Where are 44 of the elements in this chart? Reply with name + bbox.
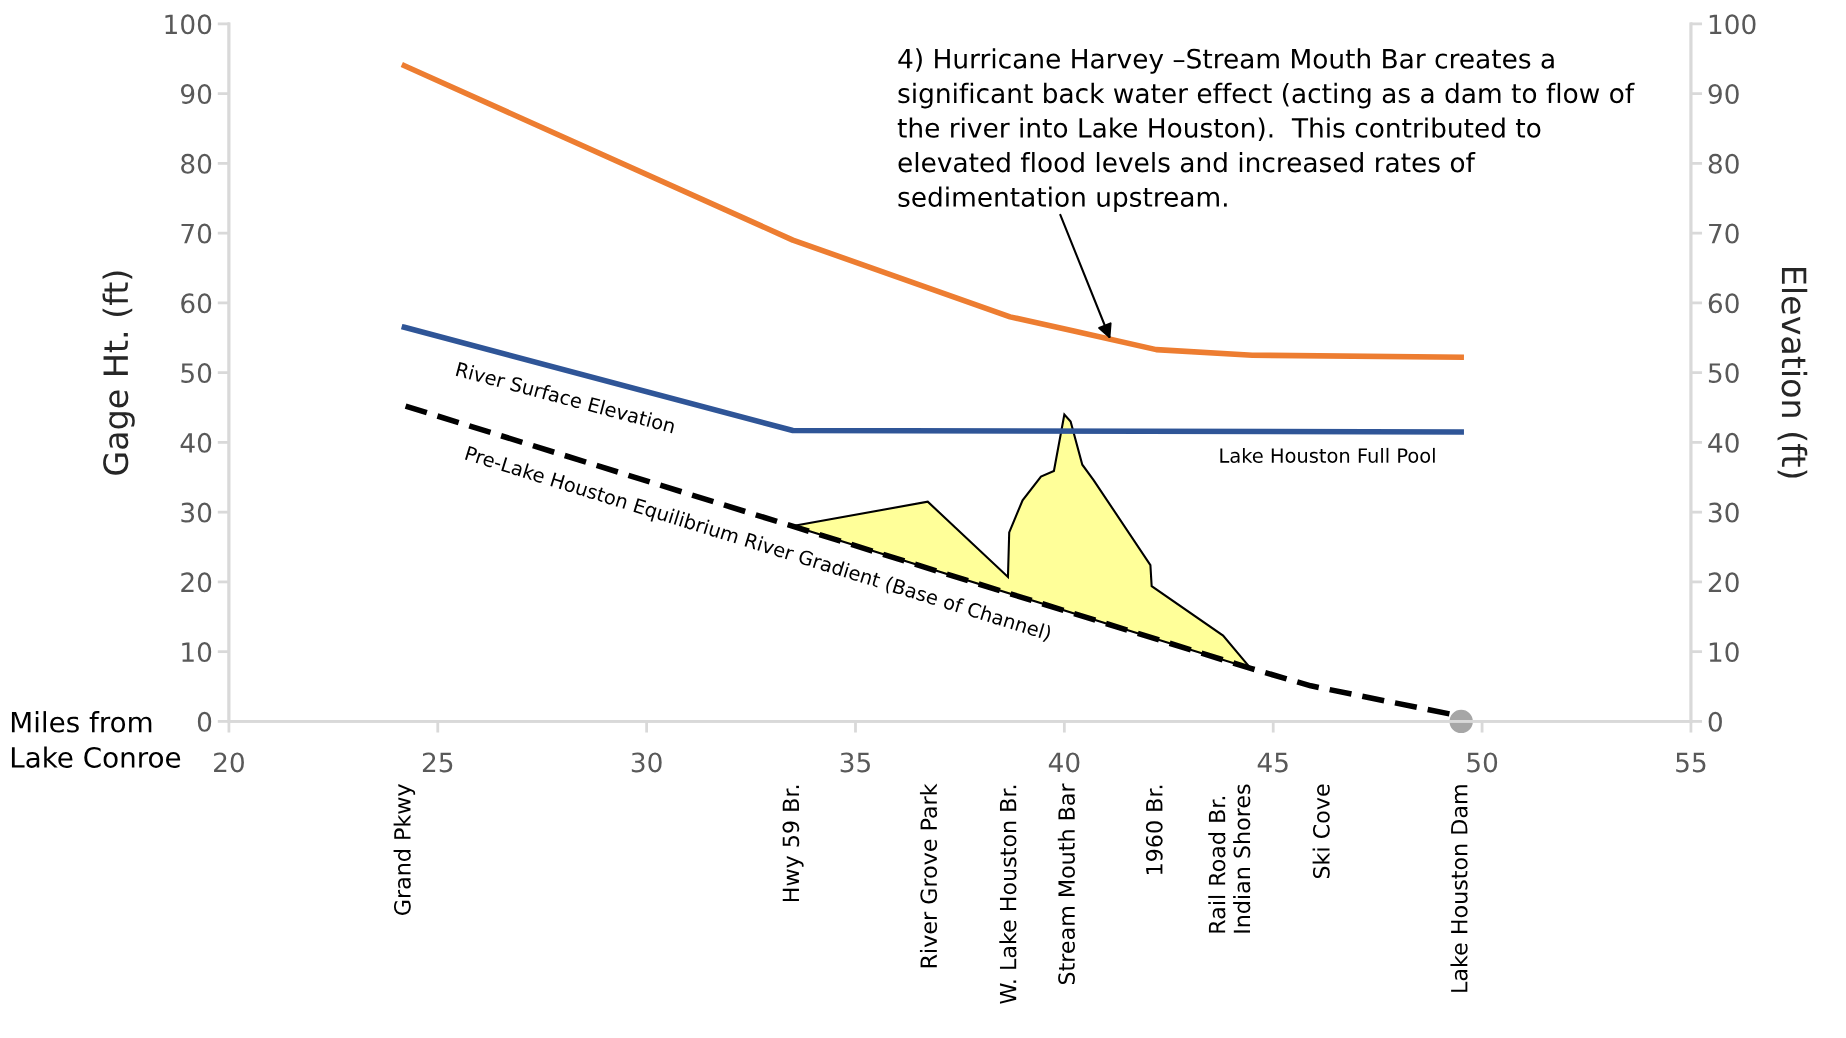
- x-tick-label: 25: [422, 752, 453, 773]
- x-tick-label: 45: [1257, 752, 1288, 773]
- text: 1960 Br.: [1145, 785, 1163, 874]
- y2-tick-label: 70: [1709, 223, 1739, 244]
- y2-tick-label: 60: [1708, 293, 1739, 314]
- y2-tick-label: 0: [1708, 711, 1722, 732]
- x-tick-label: 30: [631, 752, 662, 773]
- y-tick-label: 40: [180, 432, 212, 453]
- text: Stream Mouth Bar: [1057, 783, 1075, 985]
- y2-tick-label: 20: [1708, 572, 1739, 593]
- y2-tick-label: 40: [1708, 432, 1739, 453]
- y2-tick-label: 90: [1708, 84, 1739, 105]
- x-tick-label: 35: [840, 752, 870, 773]
- y2-axis-title: Elevation (ft): [1777, 268, 1808, 478]
- text: Grand Pkwy: [393, 784, 416, 915]
- annotation: 4) Hurricane Harvey –Stream Mouth Bar creates a significant back water effect (acting as a dam to flow of the river into Lake Houston). This contributed to elevated flood levels and increased rates of sedimentation upstream.: [897, 48, 1635, 213]
- text: W. Lake Houston Br.: [999, 785, 1017, 1004]
- y-tick-label: 90: [181, 84, 212, 105]
- y2-tick-label: 100: [1709, 14, 1756, 35]
- y-tick-label: 0: [197, 711, 212, 732]
- annotation: Lake Houston Full Pool: [1220, 447, 1435, 463]
- y2-tick-label: 80: [1708, 153, 1739, 174]
- y-tick-label: 80: [181, 153, 212, 174]
- text: Ski Cove: [1312, 784, 1330, 879]
- y-tick-label: 60: [181, 293, 212, 314]
- y2-tick-label: 10: [1709, 642, 1739, 663]
- y-tick-label: 30: [181, 502, 212, 523]
- y-tick-label: 20: [181, 572, 212, 593]
- text: River Grove Park: [919, 783, 938, 968]
- x-tick-label: 50: [1467, 752, 1498, 773]
- text: Lake Houston Dam: [1450, 785, 1468, 992]
- x-tick-label: 20: [214, 752, 244, 773]
- x-tick-label: 40: [1048, 752, 1080, 773]
- y-tick-label: 70: [181, 223, 212, 244]
- x-tick-label: 55: [1676, 752, 1706, 773]
- text: Rail Road Br. Indian Shores: [1208, 784, 1251, 933]
- x-axis-title: Miles from Lake Conroe: [11, 711, 181, 768]
- y2-tick-label: 50: [1708, 363, 1739, 384]
- y-tick-label: 50: [181, 363, 212, 384]
- y-tick-label: 100: [165, 14, 212, 35]
- text: Hwy 59 Br.: [782, 785, 804, 902]
- y-axis-title: Gage Ht. (ft): [102, 271, 135, 475]
- y2-tick-label: 30: [1708, 502, 1739, 523]
- y-tick-label: 10: [182, 642, 212, 663]
